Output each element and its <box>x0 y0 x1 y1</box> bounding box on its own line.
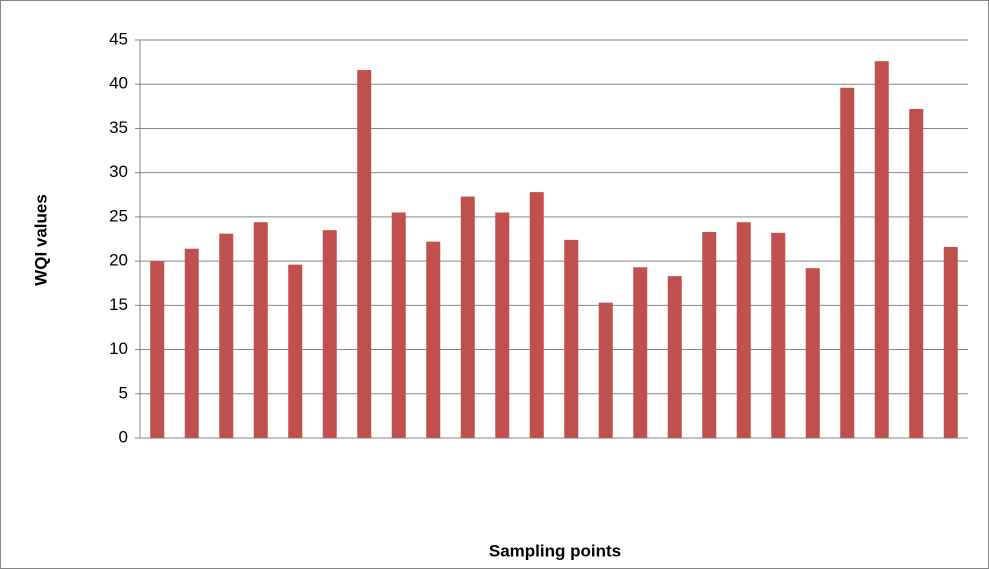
bar <box>702 231 717 438</box>
bar <box>184 248 199 438</box>
bar <box>288 264 303 438</box>
x-axis-title: Sampling points <box>489 541 621 560</box>
bar <box>495 212 510 438</box>
bar <box>840 87 855 438</box>
y-tick-label: 5 <box>119 383 128 402</box>
bar <box>874 61 889 439</box>
bar <box>529 192 544 438</box>
bar <box>564 239 579 438</box>
bar <box>771 232 786 438</box>
bar <box>943 246 958 438</box>
bar <box>598 302 613 438</box>
y-tick-label: 45 <box>109 29 128 48</box>
bar <box>805 268 820 438</box>
y-tick-label: 10 <box>109 339 128 358</box>
bar <box>391 212 406 438</box>
bar <box>667 276 682 438</box>
y-tick-label: 30 <box>109 162 128 181</box>
y-tick-label: 20 <box>109 251 128 270</box>
y-tick-label: 15 <box>109 295 128 314</box>
bar <box>460 196 475 438</box>
y-axis-title: WQI values <box>31 194 50 286</box>
bar <box>736 222 751 438</box>
bar <box>633 267 648 438</box>
y-tick-label: 25 <box>109 206 128 225</box>
bar <box>253 222 268 438</box>
y-tick-label: 0 <box>119 427 128 446</box>
bar <box>426 241 441 438</box>
y-tick-label: 40 <box>109 74 128 93</box>
bar <box>150 261 165 438</box>
bar <box>322 230 337 438</box>
bar <box>357 70 372 439</box>
bar <box>219 233 234 438</box>
y-tick-label: 35 <box>109 118 128 137</box>
bar <box>909 108 924 438</box>
